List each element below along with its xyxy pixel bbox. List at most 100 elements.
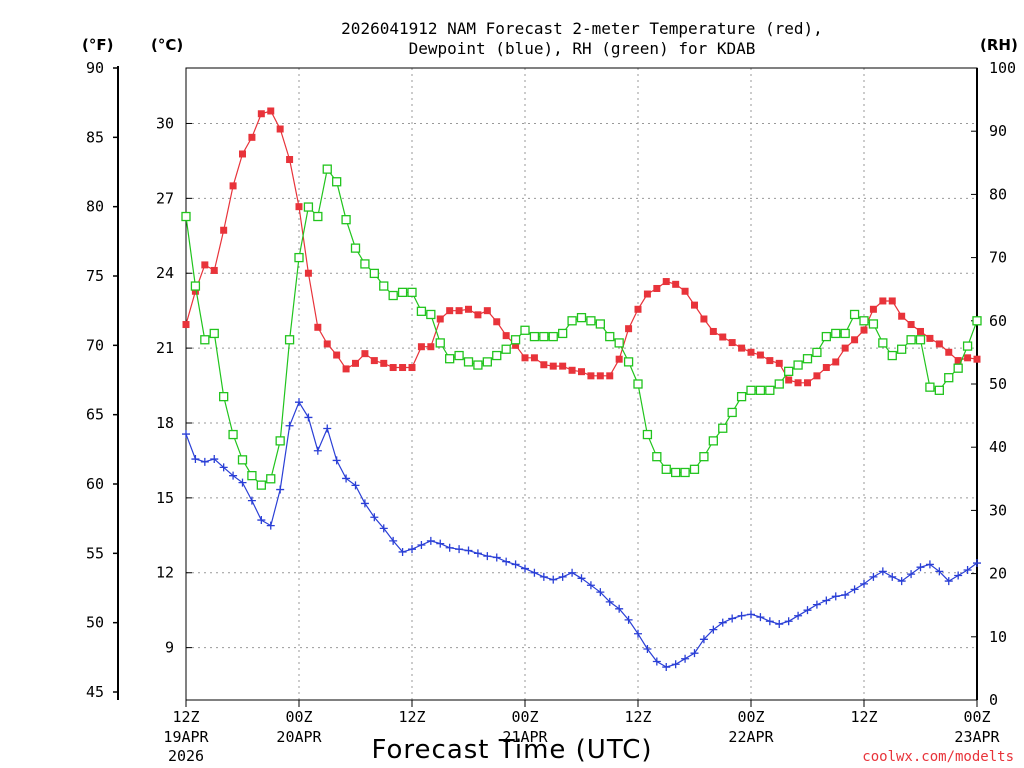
rh-point bbox=[510, 335, 521, 345]
dewpoint-point bbox=[502, 557, 511, 566]
rh-point bbox=[426, 309, 436, 320]
dewpoint-point bbox=[539, 572, 548, 581]
temperature-point bbox=[465, 305, 472, 313]
temperature-point bbox=[917, 327, 924, 335]
dewpoint-point bbox=[389, 536, 398, 545]
temperature-point bbox=[691, 301, 698, 309]
temperature-point bbox=[926, 334, 934, 342]
rh-point bbox=[303, 202, 314, 212]
dewpoint-point bbox=[615, 604, 624, 613]
dewpoint-point bbox=[634, 629, 642, 638]
dewpoint-point bbox=[229, 471, 238, 480]
temperature-point bbox=[568, 366, 576, 374]
temperature-point bbox=[540, 361, 548, 369]
x-tick-label-time: 12Z bbox=[850, 708, 877, 726]
temperature-point bbox=[229, 182, 237, 190]
x-tick-label-year: 2026 bbox=[168, 747, 204, 765]
rh-point bbox=[284, 335, 295, 345]
temperature-point bbox=[728, 339, 736, 347]
rh-point bbox=[388, 290, 398, 301]
rh-point bbox=[501, 344, 511, 354]
temperature-point bbox=[493, 318, 501, 326]
chart-title: 2026041912 NAM Forecast 2-meter Temperat… bbox=[341, 19, 823, 58]
dewpoint-point bbox=[511, 560, 520, 569]
dewpoint-point bbox=[455, 545, 464, 554]
rh-point bbox=[962, 341, 973, 351]
temperature-point bbox=[653, 284, 661, 292]
dewpoint-point bbox=[219, 463, 228, 472]
dewpoint-point bbox=[238, 478, 247, 487]
x-tick-label-date: 20APR bbox=[276, 728, 322, 746]
temperature-point bbox=[973, 355, 981, 363]
dewpoint-line bbox=[185, 400, 978, 668]
rh-point bbox=[633, 379, 643, 389]
temperature-point bbox=[304, 269, 312, 277]
series-rh bbox=[181, 164, 982, 490]
x-tick-label-date: 19APR bbox=[163, 728, 209, 746]
temperature-point bbox=[446, 307, 454, 315]
rh-point bbox=[831, 328, 841, 339]
rh-tick-label: 60 bbox=[989, 312, 1007, 330]
temperature-point bbox=[248, 133, 256, 141]
rh-point bbox=[699, 452, 709, 462]
rh-point bbox=[548, 331, 558, 342]
temperature-point bbox=[314, 323, 322, 331]
rh-point bbox=[736, 391, 747, 402]
x-tick-label-time: 12Z bbox=[624, 708, 651, 726]
dewpoint-point bbox=[747, 610, 755, 619]
temperature-point bbox=[709, 327, 717, 335]
series-dewpoint bbox=[182, 398, 981, 672]
rh-point bbox=[200, 335, 210, 345]
dewpoint-point bbox=[775, 620, 784, 629]
rh-tick-label: 10 bbox=[989, 628, 1007, 646]
temperature-point bbox=[502, 332, 510, 340]
dewpoint-point bbox=[718, 618, 727, 627]
x-tick-label-date: 22APR bbox=[728, 728, 774, 746]
rh-point bbox=[784, 366, 794, 377]
dewpoint-point bbox=[436, 539, 445, 548]
temperature-point bbox=[559, 362, 567, 370]
rh-point bbox=[642, 429, 653, 440]
rh-point bbox=[718, 423, 728, 433]
rh-point bbox=[520, 325, 530, 335]
dewpoint-point bbox=[907, 570, 916, 579]
grid-lines bbox=[186, 68, 977, 700]
dewpoint-point bbox=[803, 606, 812, 615]
rh-point bbox=[341, 215, 351, 225]
dewpoint-point bbox=[671, 660, 680, 669]
dewpoint-point bbox=[521, 564, 529, 573]
rh-point bbox=[953, 363, 963, 373]
temperature-point bbox=[239, 150, 246, 158]
temperature-point bbox=[361, 350, 369, 358]
x-tick-label-time: 00Z bbox=[963, 708, 990, 726]
dewpoint-point bbox=[276, 485, 285, 494]
fahrenheit-tick-label: 75 bbox=[86, 267, 104, 285]
temperature-point bbox=[719, 333, 727, 341]
rh-point bbox=[228, 429, 238, 440]
series-temperature bbox=[182, 107, 981, 387]
rh-point bbox=[360, 259, 370, 269]
fahrenheit-tick-label: 55 bbox=[86, 544, 104, 562]
rh-point bbox=[322, 164, 332, 174]
dewpoint-point bbox=[398, 547, 407, 556]
temperature-point bbox=[672, 280, 680, 288]
chart-title-line-1: 2026041912 NAM Forecast 2-meter Temperat… bbox=[341, 19, 823, 38]
rh-point bbox=[463, 357, 474, 367]
rh-point bbox=[473, 360, 483, 370]
temperature-point bbox=[210, 266, 218, 274]
temperature-point bbox=[596, 372, 604, 380]
celsius-axis-unit: (°C) bbox=[151, 36, 183, 54]
fahrenheit-tick-label: 50 bbox=[86, 614, 104, 632]
temperature-point bbox=[295, 203, 303, 211]
temperature-point bbox=[785, 376, 793, 384]
temperature-point bbox=[935, 340, 943, 348]
temperature-point bbox=[483, 307, 491, 315]
dewpoint-point bbox=[681, 654, 690, 663]
rh-point bbox=[821, 331, 831, 342]
fahrenheit-tick-label: 85 bbox=[86, 128, 104, 146]
dewpoint-point bbox=[360, 499, 369, 508]
dewpoint-point bbox=[756, 613, 765, 622]
dewpoint-point bbox=[841, 590, 850, 599]
temperature-point bbox=[775, 359, 783, 367]
